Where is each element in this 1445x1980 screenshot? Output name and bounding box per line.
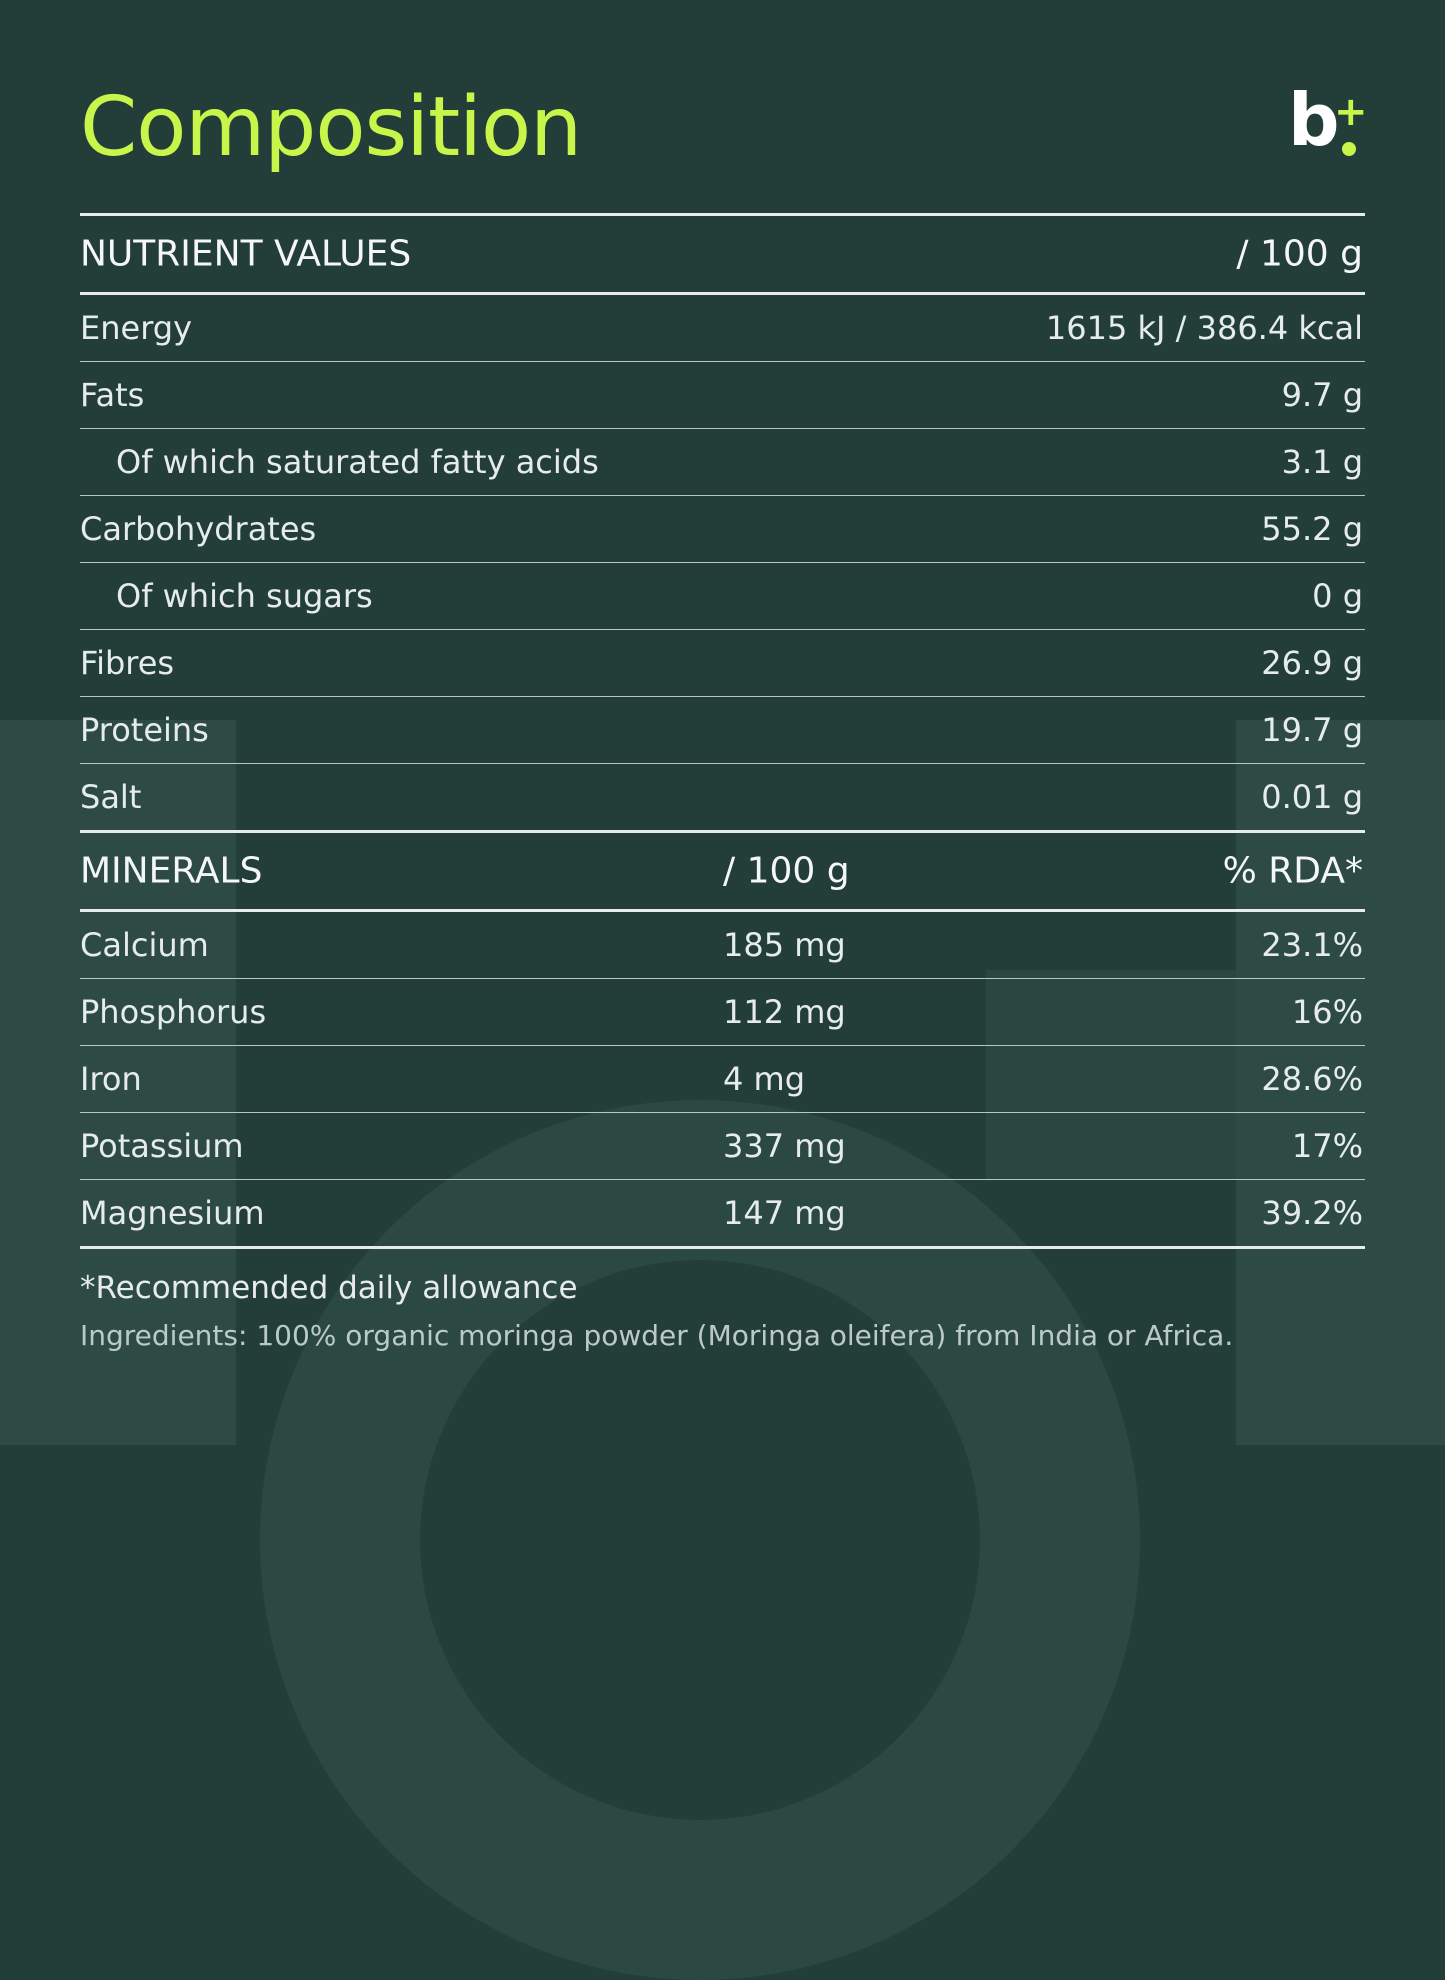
logo-plus: + bbox=[1334, 89, 1368, 135]
divider bbox=[80, 428, 1365, 429]
table-row: Fats 9.7 g bbox=[80, 362, 1365, 428]
nutrient-label: Of which saturated fatty acids bbox=[116, 443, 599, 481]
nutrients-header: NUTRIENT VALUES bbox=[80, 233, 412, 275]
mineral-label: Iron bbox=[80, 1060, 142, 1098]
nutrient-label: Fibres bbox=[80, 644, 175, 682]
nutrients-header-row: NUTRIENT VALUES / 100 g bbox=[80, 216, 1365, 292]
nutrient-value: 0 g bbox=[1312, 577, 1363, 615]
nutrient-label: Fats bbox=[80, 376, 145, 414]
table-row: Calcium 185 mg 23.1% bbox=[80, 912, 1365, 978]
table-row: Proteins 19.7 g bbox=[80, 697, 1365, 763]
mineral-label: Magnesium bbox=[80, 1194, 265, 1232]
nutrient-value: 3.1 g bbox=[1281, 443, 1363, 481]
nutrient-label: Of which sugars bbox=[116, 577, 373, 615]
divider bbox=[80, 830, 1365, 833]
mineral-label: Calcium bbox=[80, 926, 209, 964]
mineral-rda: 39.2% bbox=[1261, 1194, 1363, 1232]
background-shape bbox=[1236, 720, 1445, 1445]
logo-letter: b bbox=[1288, 78, 1340, 162]
divider bbox=[80, 1246, 1365, 1249]
mineral-amount: 185 mg bbox=[723, 926, 846, 964]
divider bbox=[80, 292, 1365, 295]
mineral-amount: 4 mg bbox=[723, 1060, 806, 1098]
divider bbox=[80, 1112, 1365, 1113]
background-shape bbox=[0, 720, 236, 1445]
nutrient-value: 0.01 g bbox=[1261, 778, 1363, 816]
divider bbox=[80, 562, 1365, 563]
mineral-amount: 112 mg bbox=[723, 993, 846, 1031]
nutrient-label: Energy bbox=[80, 309, 193, 347]
mineral-rda: 28.6% bbox=[1261, 1060, 1363, 1098]
mineral-amount: 147 mg bbox=[723, 1194, 846, 1232]
table-row: Magnesium 147 mg 39.2% bbox=[80, 1180, 1365, 1246]
table-row: Phosphorus 112 mg 16% bbox=[80, 979, 1365, 1045]
divider bbox=[80, 909, 1365, 912]
nutrient-label: Carbohydrates bbox=[80, 510, 317, 548]
divider bbox=[80, 361, 1365, 362]
divider bbox=[80, 696, 1365, 697]
table-row: Fibres 26.9 g bbox=[80, 630, 1365, 696]
mineral-amount: 337 mg bbox=[723, 1127, 846, 1165]
table-row: Iron 4 mg 28.6% bbox=[80, 1046, 1365, 1112]
table-row: Of which sugars 0 g bbox=[80, 563, 1365, 629]
table-row: Salt 0.01 g bbox=[80, 764, 1365, 830]
minerals-rda-header: % RDA* bbox=[1222, 850, 1363, 892]
minerals-header-row: MINERALS / 100 g % RDA* bbox=[80, 833, 1365, 909]
logo-dot bbox=[1342, 142, 1356, 156]
minerals-per: / 100 g bbox=[723, 850, 850, 892]
table-row: Energy 1615 kJ / 386.4 kcal bbox=[80, 295, 1365, 361]
nutrient-value: 9.7 g bbox=[1281, 376, 1363, 414]
divider bbox=[80, 1045, 1365, 1046]
nutrient-value: 1615 kJ / 386.4 kcal bbox=[1045, 309, 1363, 347]
divider bbox=[80, 629, 1365, 630]
nutrient-value: 26.9 g bbox=[1261, 644, 1363, 682]
divider bbox=[80, 763, 1365, 764]
nutrients-per: / 100 g bbox=[1236, 233, 1363, 275]
table-row: Potassium 337 mg 17% bbox=[80, 1113, 1365, 1179]
nutrient-label: Salt bbox=[80, 778, 142, 816]
divider bbox=[80, 978, 1365, 979]
nutrient-value: 55.2 g bbox=[1261, 510, 1363, 548]
table-row: Of which saturated fatty acids 3.1 g bbox=[80, 429, 1365, 495]
background-shape bbox=[986, 970, 1236, 1180]
composition-table: NUTRIENT VALUES / 100 g Energy 1615 kJ /… bbox=[80, 213, 1365, 1249]
footer-notes: *Recommended daily allowance Ingredients… bbox=[80, 1266, 1365, 1362]
nutrient-value: 19.7 g bbox=[1261, 711, 1363, 749]
divider bbox=[80, 213, 1365, 216]
rda-footnote: *Recommended daily allowance bbox=[80, 1270, 578, 1306]
mineral-label: Phosphorus bbox=[80, 993, 267, 1031]
nutrient-label: Proteins bbox=[80, 711, 209, 749]
ingredients-text: Ingredients: 100% organic moringa powder… bbox=[80, 1319, 1234, 1352]
mineral-rda: 23.1% bbox=[1261, 926, 1363, 964]
table-row: Carbohydrates 55.2 g bbox=[80, 496, 1365, 562]
page-title: Composition bbox=[80, 80, 582, 175]
divider bbox=[80, 495, 1365, 496]
mineral-label: Potassium bbox=[80, 1127, 244, 1165]
minerals-header: MINERALS bbox=[80, 850, 263, 892]
divider bbox=[80, 1179, 1365, 1180]
mineral-rda: 17% bbox=[1291, 1127, 1363, 1165]
brand-logo: b + bbox=[1288, 80, 1368, 162]
mineral-rda: 16% bbox=[1291, 993, 1363, 1031]
